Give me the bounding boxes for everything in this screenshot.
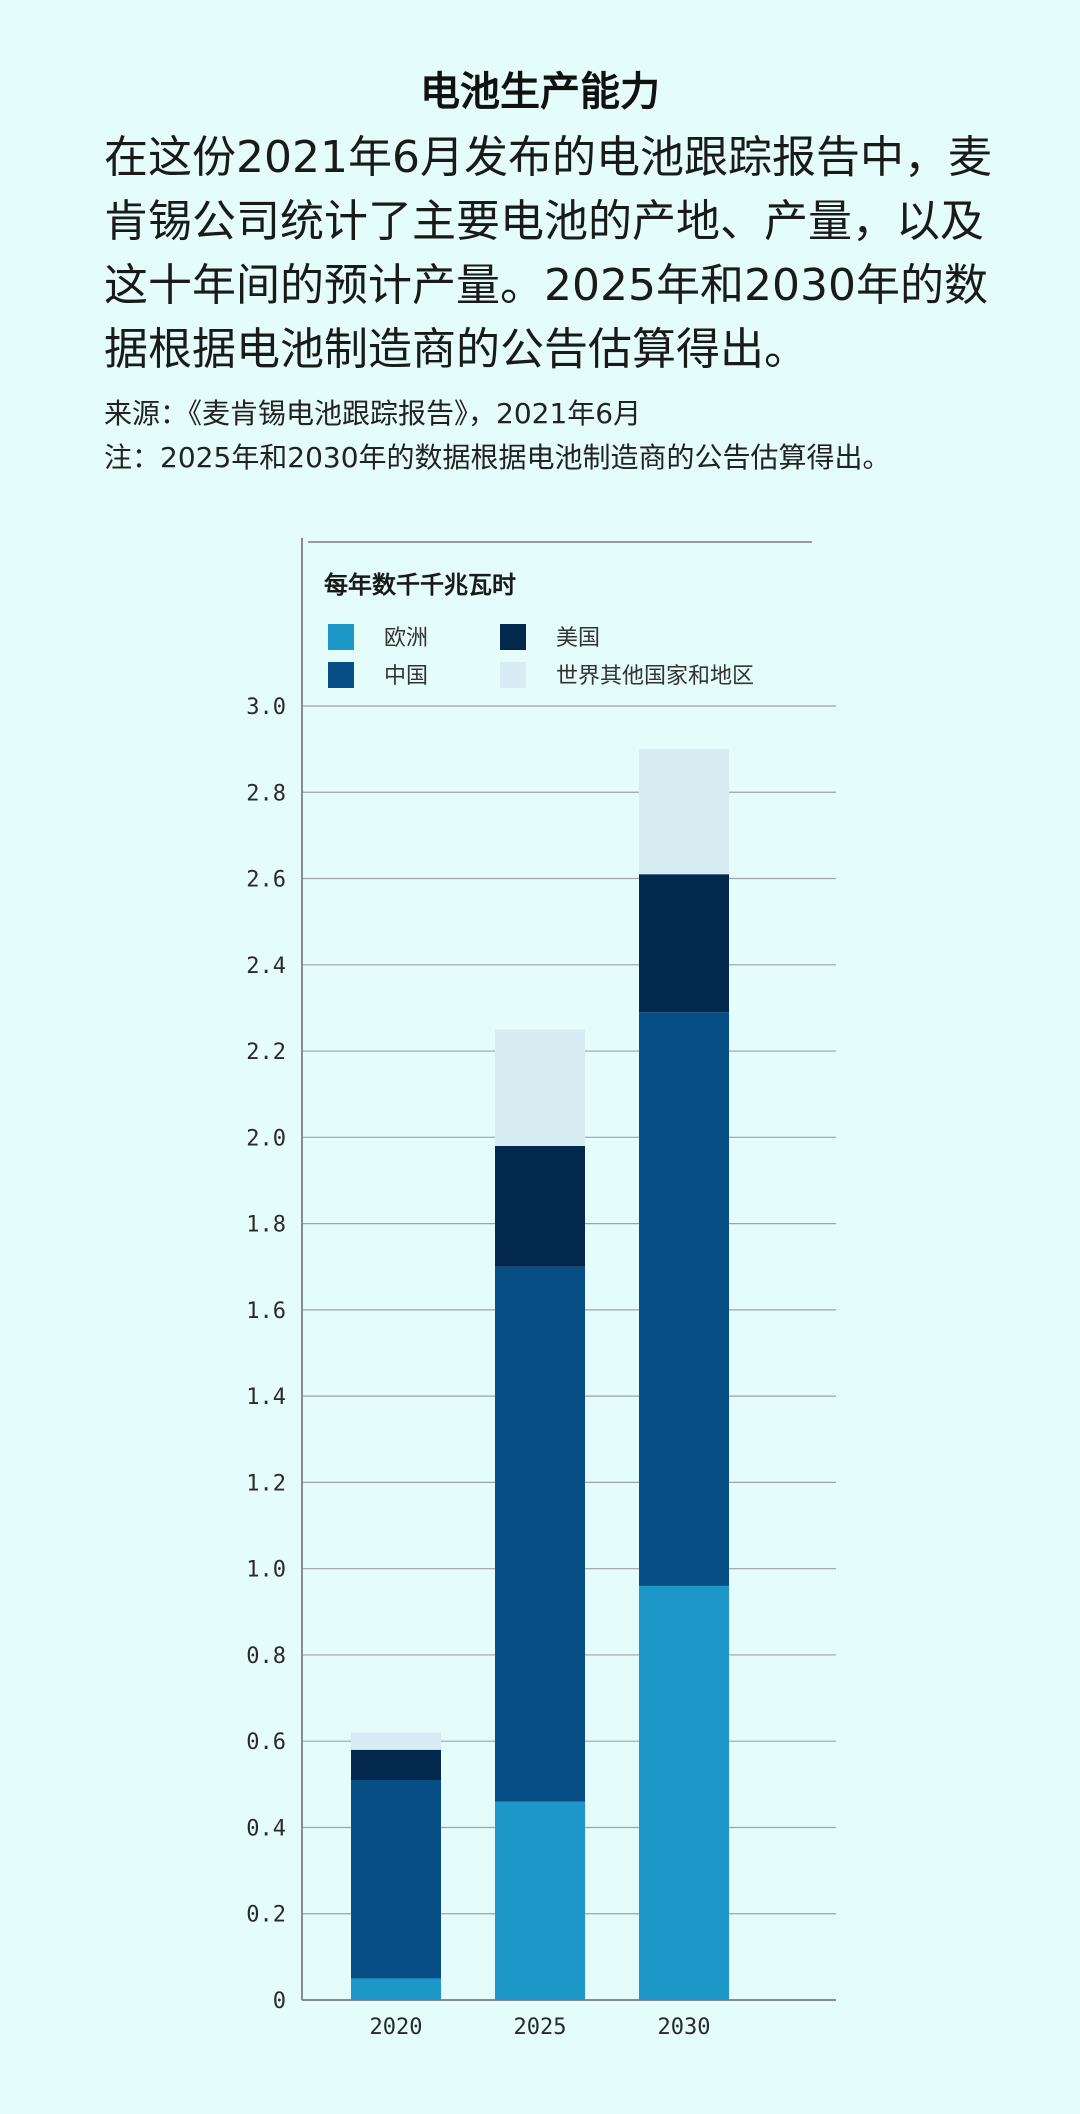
y-unit-label: 每年数千千兆瓦时 bbox=[324, 571, 516, 599]
bar-segment bbox=[351, 1978, 441, 2000]
bar-segment bbox=[495, 1801, 585, 2000]
bars-layer bbox=[351, 749, 729, 2000]
y-tick-label: 0 bbox=[273, 1989, 286, 2014]
y-tick-label: 2.8 bbox=[246, 781, 286, 806]
legend-swatch bbox=[500, 624, 526, 650]
y-tick-label: 0.6 bbox=[246, 1730, 286, 1755]
legend-swatch bbox=[328, 662, 354, 688]
notes: 来源：《麦肯锡电池跟踪报告》，2021年6月 注：2025年和2030年的数据根… bbox=[104, 392, 1034, 480]
y-tick-label: 0.4 bbox=[246, 1816, 286, 1841]
y-tick-labels: 0 0.2 0.4 0.6 0.8 1.0 1.2 1.4 1.6 1.8 2.0 2.2 2.4 2.6… bbox=[246, 695, 286, 2014]
chart-description: 在这份2021年6月发布的电池跟踪报告中，麦肯锡公司统计了主要电池的产地、产量，… bbox=[104, 132, 992, 375]
y-tick-label: 2.6 bbox=[246, 868, 286, 893]
y-tick-label: 1.8 bbox=[246, 1213, 286, 1238]
legend-swatch bbox=[328, 624, 354, 650]
legend-swatch bbox=[500, 662, 526, 688]
bar-segment bbox=[639, 1012, 729, 1586]
legend-label: 美国 bbox=[556, 626, 600, 651]
bar-segment bbox=[639, 1585, 729, 2000]
x-tick-label: 2020 bbox=[370, 2015, 423, 2040]
bar-segment bbox=[639, 749, 729, 875]
bar-segment bbox=[495, 1145, 585, 1267]
y-tick-label: 0.8 bbox=[246, 1644, 286, 1669]
bar-segment bbox=[639, 874, 729, 1013]
y-tick-label: 1.0 bbox=[246, 1558, 286, 1583]
y-tick-label: 1.6 bbox=[246, 1299, 286, 1324]
bar-segment bbox=[351, 1780, 441, 1979]
x-tick-label: 2030 bbox=[658, 2015, 711, 2040]
y-tick-label: 2.2 bbox=[246, 1040, 286, 1065]
footnote: 注：2025年和2030年的数据根据电池制造商的公告估算得出。 bbox=[104, 441, 891, 474]
y-tick-label: 2.0 bbox=[246, 1126, 286, 1151]
axis-layer bbox=[301, 538, 812, 2000]
y-tick-label: 3.0 bbox=[246, 695, 286, 720]
y-tick-label: 2.4 bbox=[246, 954, 286, 979]
legend-label: 中国 bbox=[384, 664, 428, 689]
x-tick-label: 2025 bbox=[514, 2015, 567, 2040]
source-note: 来源：《麦肯锡电池跟踪报告》，2021年6月 bbox=[104, 397, 642, 430]
bar-segment bbox=[351, 1732, 441, 1750]
y-tick-label: 1.4 bbox=[246, 1385, 286, 1410]
bar-segment bbox=[351, 1749, 441, 1781]
chart-title: 电池生产能力 bbox=[420, 69, 660, 115]
y-tick-label: 0.2 bbox=[246, 1903, 286, 1928]
bar-segment bbox=[495, 1029, 585, 1146]
legend-label: 欧洲 bbox=[384, 626, 428, 651]
bar-segment bbox=[495, 1266, 585, 1802]
x-tick-labels: 2020 2025 2030 bbox=[370, 2015, 711, 2040]
y-tick-label: 1.2 bbox=[246, 1471, 286, 1496]
legend-label: 世界其他国家和地区 bbox=[556, 664, 754, 689]
